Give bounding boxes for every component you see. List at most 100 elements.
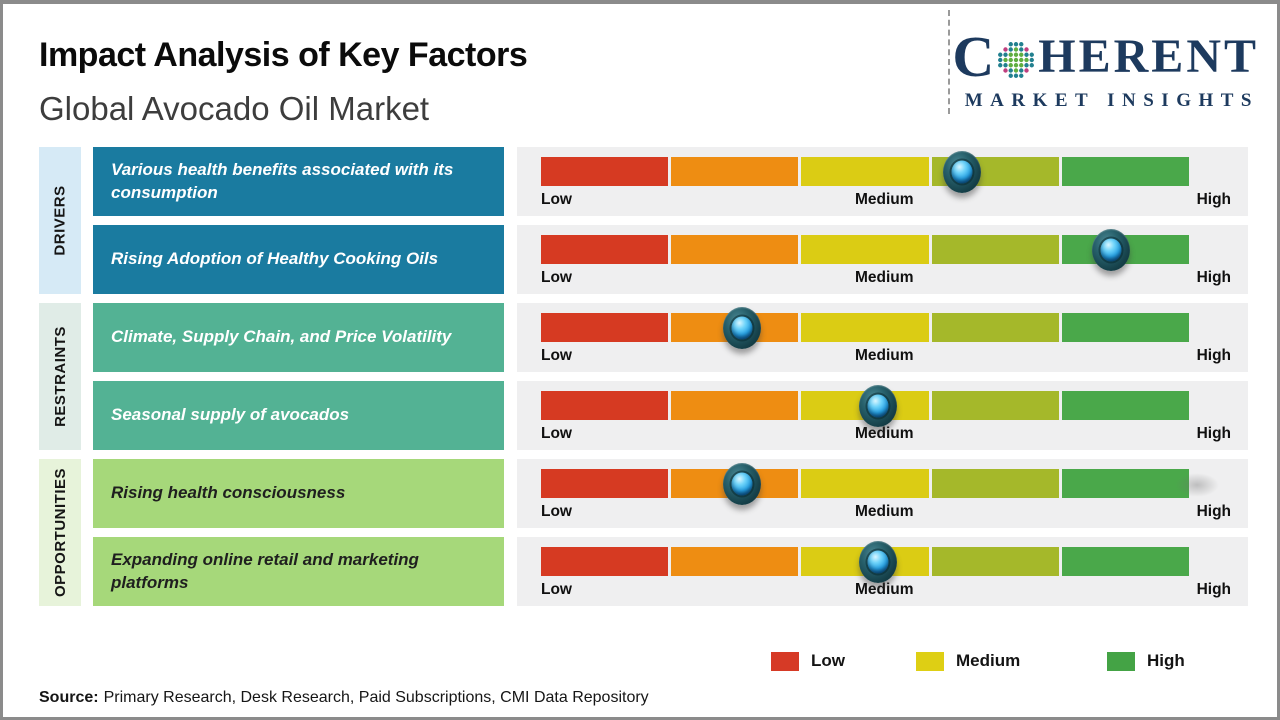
logo-letters-herent: HERENT [1038, 30, 1259, 83]
impact-gauge: Low Medium High [517, 381, 1248, 450]
page-title: Impact Analysis of Key Factors [39, 36, 528, 74]
scale-segment-mid-high [931, 235, 1059, 264]
factor-box: Expanding online retail and marketing pl… [93, 537, 504, 606]
scale-label-medium: Medium [855, 581, 914, 598]
impact-gauge: Low Medium High [517, 225, 1248, 294]
source-label: Source: [39, 689, 99, 706]
scale-segment-mid-high [931, 547, 1059, 576]
group-label-restraints: RESTRAINTS [39, 303, 81, 450]
impact-marker-icon [858, 384, 897, 427]
scale-label-low: Low [541, 347, 572, 364]
source-text: Primary Research, Desk Research, Paid Su… [103, 689, 649, 706]
scale-segment-high [1061, 391, 1190, 420]
impact-gauge: Low Medium High [517, 459, 1248, 528]
logo-wordmark: C HERENT [952, 28, 1259, 86]
scale-label-high: High [1196, 425, 1231, 442]
scale-segment-high [1061, 469, 1190, 498]
group-label-drivers: DRIVERS [39, 147, 81, 294]
scale-label-low: Low [541, 581, 572, 598]
impact-marker-icon [1092, 228, 1131, 271]
legend-item-low: Low [771, 651, 845, 671]
scale-labels: Low Medium High [541, 503, 1231, 521]
scale-segment-mid-high [931, 391, 1059, 420]
scale-segment-low [541, 547, 669, 576]
shadow-artifact [1175, 473, 1219, 497]
impact-gauge: Low Medium High [517, 147, 1248, 216]
page-subtitle: Global Avocado Oil Market [39, 90, 430, 127]
impact-marker-icon [943, 150, 982, 193]
scale-segment-low [541, 391, 669, 420]
scale-segment-medium [801, 313, 929, 342]
factor-text: Rising Adoption of Healthy Cooking Oils [111, 249, 439, 269]
scale-label-low: Low [541, 425, 572, 442]
scale-segment-low-mid [671, 235, 799, 264]
group-label-text: RESTRAINTS [51, 326, 69, 427]
scale-label-low: Low [541, 191, 572, 208]
scale-label-high: High [1196, 269, 1231, 286]
impact-scale-bar [541, 462, 1219, 505]
scale-label-low: Low [541, 269, 572, 286]
logo-letter-c: C [952, 24, 995, 89]
dotted-globe-icon [998, 42, 1035, 78]
scale-segment-low-mid [671, 547, 799, 576]
scale-segment-high [1061, 157, 1190, 186]
scale-segment-low-mid [671, 157, 799, 186]
scale-label-medium: Medium [855, 503, 914, 520]
impact-scale-bar [541, 540, 1190, 583]
scale-segment-mid-high [931, 313, 1059, 342]
group-label-text: OPPORTUNITIES [51, 467, 69, 598]
legend-label: Medium [956, 651, 1021, 670]
impact-scale-bar [541, 306, 1190, 349]
scale-labels: Low Medium High [541, 347, 1231, 365]
scale-segment-high [1061, 547, 1190, 576]
scale-label-low: Low [541, 503, 572, 520]
impact-gauge: Low Medium High [517, 537, 1248, 606]
factor-text: Various health benefits associated with … [111, 159, 454, 202]
scale-segment-low-mid [671, 391, 799, 420]
scale-labels: Low Medium High [541, 581, 1231, 599]
legend-swatch-high [1107, 651, 1135, 671]
factor-box: Seasonal supply of avocados [93, 381, 504, 450]
scale-label-high: High [1196, 581, 1231, 598]
impact-marker-icon [722, 306, 761, 349]
source-line: Source: Primary Research, Desk Research, … [39, 689, 649, 707]
group-label-opportunities: OPPORTUNITIES [39, 459, 81, 606]
impact-gauge: Low Medium High [517, 303, 1248, 372]
scale-segment-low [541, 313, 669, 342]
factor-box: Rising health consciousness [93, 459, 504, 528]
factor-box: Rising Adoption of Healthy Cooking Oils [93, 225, 504, 294]
scale-segment-low [541, 157, 669, 186]
group-label-text: DRIVERS [51, 185, 69, 256]
scale-label-medium: Medium [855, 269, 914, 286]
factor-box: Various health benefits associated with … [93, 147, 504, 216]
scale-label-high: High [1196, 347, 1231, 364]
scale-label-high: High [1196, 503, 1231, 520]
logo-tagline: MARKET INSIGHTS [964, 90, 1259, 111]
factor-box: Climate, Supply Chain, and Price Volatil… [93, 303, 504, 372]
dashed-divider [948, 10, 950, 114]
legend-swatch-medium [916, 651, 944, 671]
factor-text: Seasonal supply of avocados [111, 405, 350, 425]
scale-label-medium: Medium [855, 347, 914, 364]
scale-segment-medium [801, 157, 929, 186]
scale-segment-low [541, 235, 669, 264]
coherent-market-insights-logo: C HERENT MARKET INSIGHTS [952, 28, 1259, 112]
factor-text: Rising health consciousness [111, 483, 346, 503]
impact-scale-bar [541, 384, 1190, 427]
scale-segment-medium [801, 235, 929, 264]
impact-scale-bar [541, 228, 1190, 271]
scale-label-medium: Medium [855, 425, 914, 442]
scale-labels: Low Medium High [541, 191, 1231, 209]
scale-segment-mid-high [931, 469, 1059, 498]
scale-segment-low [541, 469, 669, 498]
legend-item-medium: Medium [916, 651, 1020, 671]
scale-labels: Low Medium High [541, 425, 1231, 443]
legend-swatch-low [771, 651, 799, 671]
impact-marker-icon [722, 462, 761, 505]
factor-text: Climate, Supply Chain, and Price Volatil… [111, 327, 452, 347]
scale-segment-high [1061, 313, 1190, 342]
scale-label-high: High [1196, 191, 1231, 208]
impact-scale-bar [541, 150, 1190, 193]
scale-label-medium: Medium [855, 191, 914, 208]
